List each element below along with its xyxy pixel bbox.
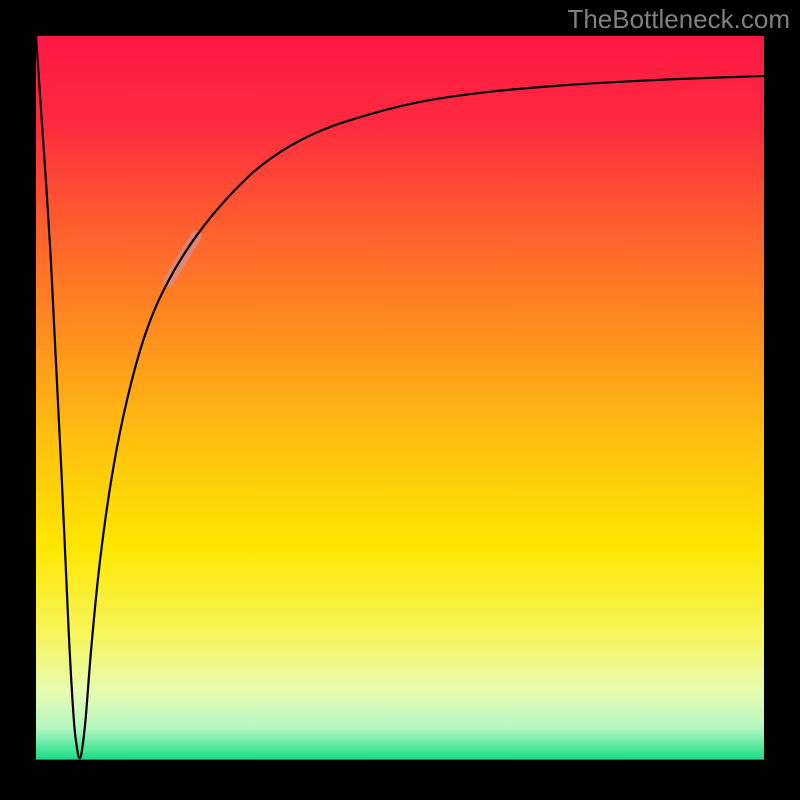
plot-bottom-band bbox=[36, 760, 764, 764]
plot-background bbox=[36, 36, 764, 764]
chart-svg bbox=[0, 0, 800, 800]
chart-root: TheBottleneck.com bbox=[0, 0, 800, 800]
